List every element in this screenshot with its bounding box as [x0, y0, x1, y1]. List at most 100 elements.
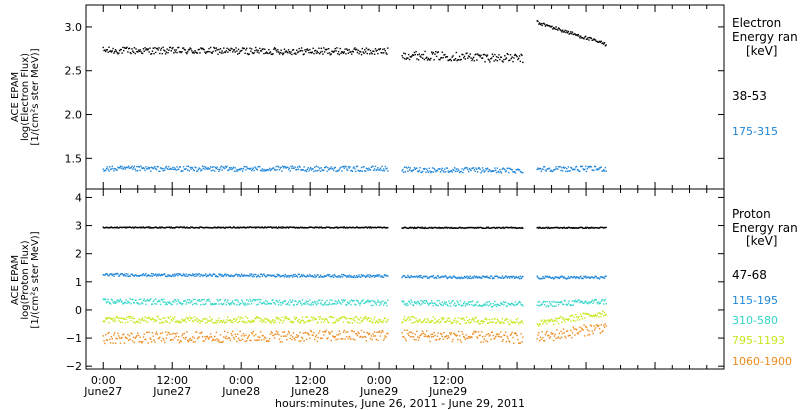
- data-point: [517, 227, 519, 229]
- data-point: [459, 277, 462, 280]
- data-point: [364, 317, 366, 320]
- data-point: [447, 59, 449, 62]
- data-point: [126, 316, 128, 319]
- data-point: [218, 321, 221, 324]
- data-point: [311, 167, 314, 170]
- data-point: [513, 332, 516, 335]
- data-point: [492, 55, 494, 58]
- y-tick-label: −1: [66, 332, 82, 345]
- data-point: [268, 167, 271, 170]
- data-point: [593, 38, 595, 40]
- series-310-580: [102, 298, 607, 308]
- data-point: [123, 302, 125, 304]
- data-point: [157, 274, 159, 277]
- data-point: [369, 320, 371, 323]
- data-point: [127, 165, 130, 167]
- data-point: [136, 165, 138, 168]
- data-point: [137, 303, 140, 305]
- data-point: [254, 226, 256, 228]
- data-point: [235, 299, 237, 301]
- data-point: [276, 51, 278, 53]
- data-point: [156, 301, 159, 303]
- data-point: [192, 274, 195, 277]
- data-point: [153, 321, 155, 323]
- data-point: [513, 227, 516, 229]
- data-point: [296, 227, 299, 229]
- data-point: [136, 275, 138, 277]
- data-point: [436, 320, 439, 322]
- data-point: [118, 337, 121, 339]
- data-point: [269, 303, 272, 305]
- data-point: [595, 40, 598, 43]
- data-point: [226, 47, 228, 50]
- data-point: [375, 227, 377, 229]
- data-point: [335, 226, 337, 229]
- data-point: [341, 276, 344, 278]
- data-point: [519, 302, 522, 304]
- data-point: [564, 227, 566, 229]
- data-point: [511, 321, 513, 324]
- data-point: [351, 50, 354, 53]
- data-point: [194, 319, 196, 321]
- data-point: [209, 227, 212, 229]
- data-point: [247, 53, 250, 56]
- data-point: [551, 227, 553, 229]
- data-point: [185, 336, 187, 339]
- data-point: [576, 227, 579, 229]
- data-point: [387, 226, 389, 229]
- data-point: [107, 274, 109, 277]
- data-point: [366, 52, 368, 55]
- data-point: [111, 165, 113, 168]
- data-point: [481, 167, 484, 169]
- data-point: [232, 330, 234, 333]
- data-point: [333, 302, 336, 305]
- data-point: [314, 317, 316, 320]
- data-point: [555, 337, 557, 340]
- data-point: [562, 317, 565, 319]
- data-point: [154, 274, 156, 276]
- data-point: [258, 339, 260, 341]
- data-point: [128, 335, 131, 337]
- data-point: [269, 320, 272, 322]
- data-point: [445, 56, 448, 58]
- data-point: [198, 227, 200, 229]
- data-point: [574, 276, 576, 278]
- data-point: [481, 275, 484, 277]
- data-point: [376, 301, 378, 304]
- data-point: [487, 226, 490, 228]
- data-point: [355, 226, 357, 229]
- data-point: [457, 338, 459, 341]
- data-point: [479, 322, 481, 325]
- data-point: [124, 226, 127, 228]
- data-point: [500, 172, 503, 174]
- data-point: [445, 321, 448, 323]
- data-point: [218, 51, 221, 53]
- data-point: [520, 333, 522, 335]
- data-point: [519, 342, 522, 344]
- data-point: [153, 52, 155, 55]
- data-point: [233, 338, 236, 340]
- data-point: [492, 226, 494, 229]
- data-point: [224, 227, 227, 229]
- data-point: [434, 226, 436, 229]
- data-point: [301, 50, 304, 52]
- data-point: [298, 340, 300, 342]
- data-point: [265, 303, 268, 305]
- data-point: [127, 275, 130, 277]
- data-point: [542, 226, 544, 229]
- data-point: [464, 58, 467, 60]
- data-point: [471, 277, 473, 279]
- data-point: [429, 59, 431, 61]
- data-point: [273, 319, 276, 322]
- data-point: [300, 227, 303, 229]
- data-point: [582, 312, 584, 315]
- data-point: [123, 333, 125, 335]
- data-point: [144, 227, 146, 229]
- data-point: [520, 53, 522, 56]
- data-point: [103, 274, 105, 276]
- data-point: [424, 318, 426, 320]
- data-point: [345, 318, 347, 320]
- data-point: [589, 324, 592, 326]
- electron-legend-series-175-315: 175-315: [732, 125, 778, 138]
- data-point: [327, 304, 329, 306]
